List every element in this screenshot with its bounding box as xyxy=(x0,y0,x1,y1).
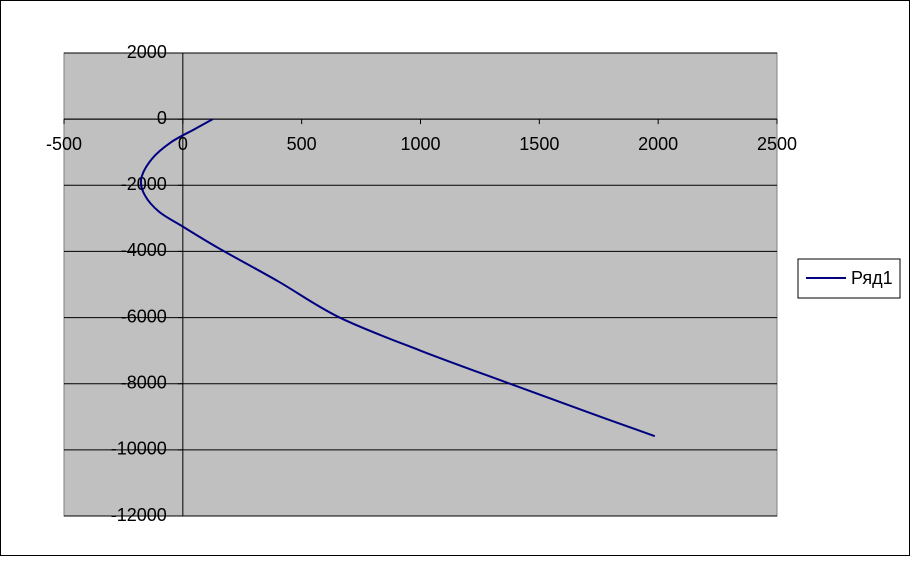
y-tick-label: -12000 xyxy=(111,505,167,525)
y-tick-label: 0 xyxy=(157,108,167,128)
y-tick-label: -6000 xyxy=(121,306,167,326)
x-tick-label: 500 xyxy=(287,134,317,154)
x-tick-label: -500 xyxy=(46,134,82,154)
y-tick-label: 2000 xyxy=(127,42,167,62)
x-tick-label: 1500 xyxy=(519,134,559,154)
x-tick-label: 2500 xyxy=(757,134,797,154)
x-tick-label: 1000 xyxy=(400,134,440,154)
series-line xyxy=(139,118,656,438)
y-tick-label: -8000 xyxy=(121,372,167,392)
y-tick-label: -10000 xyxy=(111,439,167,459)
x-tick-label: 2000 xyxy=(638,134,678,154)
y-tick-label: -2000 xyxy=(121,174,167,194)
legend-label: Ряд1 xyxy=(851,268,893,288)
y-tick-label: -4000 xyxy=(121,240,167,260)
